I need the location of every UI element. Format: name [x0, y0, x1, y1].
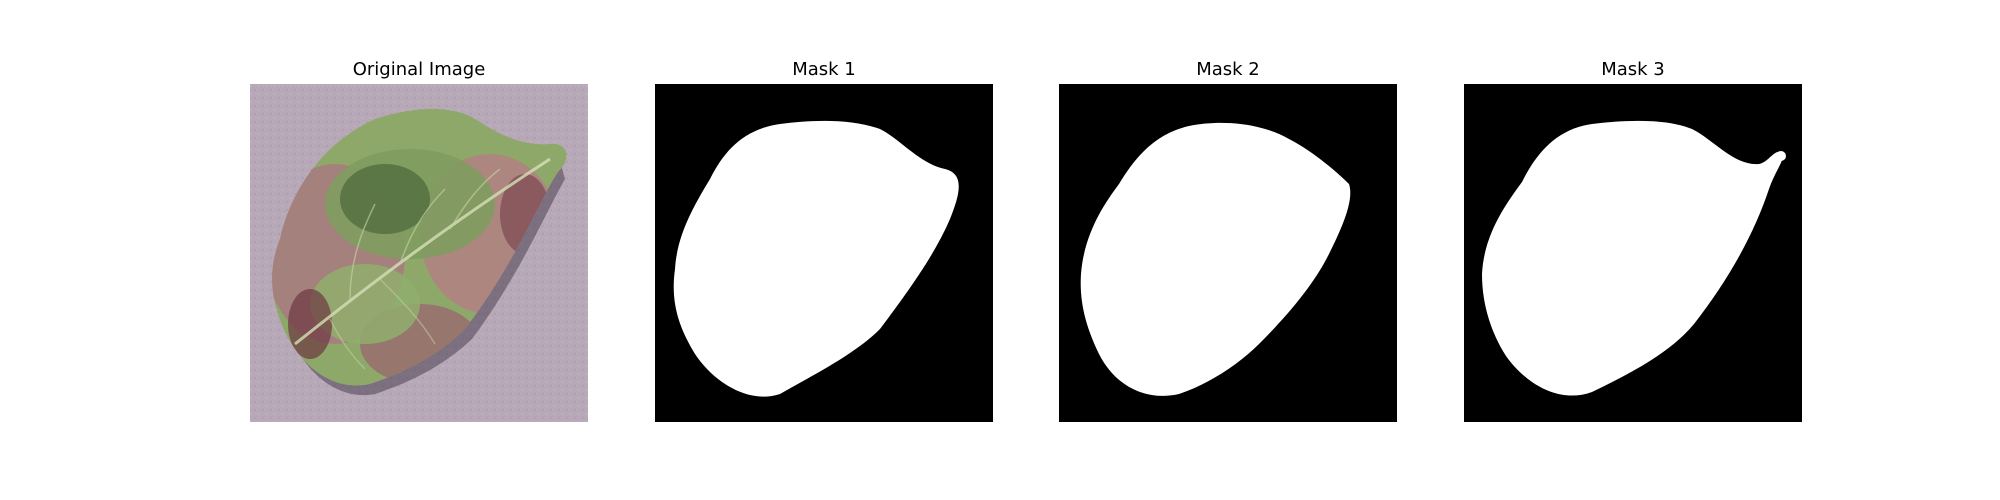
mask-region: [1482, 120, 1783, 396]
panel-title: Original Image: [352, 59, 486, 80]
mask-fragment: [1299, 192, 1307, 198]
panel-original-image: Original Image: [250, 0, 588, 500]
mask-3-image: [1464, 84, 1802, 422]
mask-2-image: [1059, 84, 1397, 422]
panel-title: Mask 3: [1601, 59, 1665, 80]
mask-region: [673, 120, 959, 397]
mask-region: [1080, 122, 1351, 396]
mask-1-image: [655, 84, 993, 422]
panel-mask-1: Mask 1: [655, 0, 993, 500]
panel-mask-2: Mask 2: [1059, 0, 1397, 500]
mask-fragment: [1776, 151, 1786, 161]
original-leaf-image: [250, 84, 588, 422]
panel-title: Mask 2: [1196, 59, 1260, 80]
panel-mask-3: Mask 3: [1464, 0, 1802, 500]
panel-title: Mask 1: [792, 59, 856, 80]
mask-fragment: [1281, 159, 1287, 164]
